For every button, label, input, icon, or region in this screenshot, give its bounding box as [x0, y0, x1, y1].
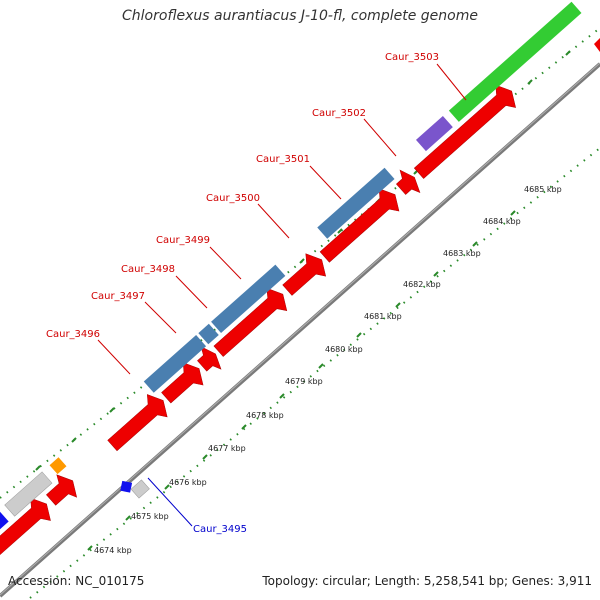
inner-ruler-ticks [87, 210, 516, 551]
gene-label-Caur_3497[interactable]: Caur_3497 [91, 291, 145, 302]
feature-green-3503[interactable] [448, 1, 582, 122]
gene-label-Caur_3500[interactable]: Caur_3500 [206, 193, 260, 204]
kbp-label: 4680 kbp [325, 345, 363, 354]
kbp-label: 4683 kbp [443, 249, 481, 258]
gene-label-Caur_3502[interactable]: Caur_3502 [312, 108, 366, 119]
kbp-label: 4674 kbp [94, 546, 132, 555]
cds-arrow[interactable] [391, 166, 424, 200]
cds-arrow[interactable] [277, 248, 331, 301]
feature-steel-3498[interactable] [211, 264, 286, 333]
gene-label-Caur_3501[interactable]: Caur_3501 [256, 154, 310, 165]
cds-arrow[interactable] [102, 389, 173, 457]
feature-grey[interactable] [4, 471, 53, 517]
kbp-labels: 4674 kbp 4675 kbp 4676 kbp 4677 kbp 4678… [94, 185, 562, 555]
cds-arrow[interactable] [192, 343, 225, 377]
kbp-label: 4677 kbp [208, 444, 246, 453]
gene-label-Caur_3496[interactable]: Caur_3496 [46, 329, 100, 340]
cds-arrow[interactable] [409, 80, 522, 185]
label-leaders [97, 63, 467, 375]
kbp-label: 4675 kbp [131, 512, 169, 521]
gene-label-Caur_3503[interactable]: Caur_3503 [385, 52, 439, 63]
cds-arrow[interactable] [156, 357, 209, 409]
feature-purple-3502[interactable] [415, 115, 453, 152]
genome-backbone [0, 62, 600, 598]
cds-arrow-edge[interactable] [594, 38, 600, 52]
minus-strand-features [116, 477, 150, 499]
feature-blue-arrow[interactable] [116, 477, 136, 497]
feature-grey-3495[interactable] [130, 479, 150, 499]
cds-track [0, 1, 582, 573]
cds-arrow[interactable] [41, 470, 83, 512]
cds-arrow[interactable] [0, 493, 56, 573]
cds-arrow[interactable] [209, 283, 293, 363]
gene-label-Caur_3495[interactable]: Caur_3495 [193, 524, 247, 535]
kbp-label: 4684 kbp [483, 217, 521, 226]
gene-label-Caur_3498[interactable]: Caur_3498 [121, 264, 175, 275]
feature-orange[interactable] [49, 457, 67, 475]
cds-arrow[interactable] [315, 183, 405, 268]
kbp-label: 4679 kbp [285, 377, 323, 386]
feature-steel-3496[interactable] [143, 335, 207, 393]
kbp-label: 4678 kbp [246, 411, 284, 420]
accession-text: Accession: NC_010175 [8, 574, 145, 588]
feature-steel-3500[interactable] [317, 167, 395, 239]
map-title: Chloroflexus aurantiacus J-10-fl, comple… [122, 8, 478, 24]
kbp-label: 4681 kbp [364, 312, 402, 321]
inner-kbp-ruler [29, 147, 600, 599]
gene-label-Caur_3499[interactable]: Caur_3499 [156, 235, 210, 246]
label-leader-3495 [147, 477, 193, 527]
feature-steel-3497[interactable] [198, 323, 219, 345]
topology-text: Topology: circular; Length: 5,258,541 bp… [262, 574, 592, 588]
kbp-label: 4676 kbp [169, 478, 207, 487]
kbp-label: 4682 kbp [403, 280, 441, 289]
kbp-label: 4685 kbp [524, 185, 562, 194]
